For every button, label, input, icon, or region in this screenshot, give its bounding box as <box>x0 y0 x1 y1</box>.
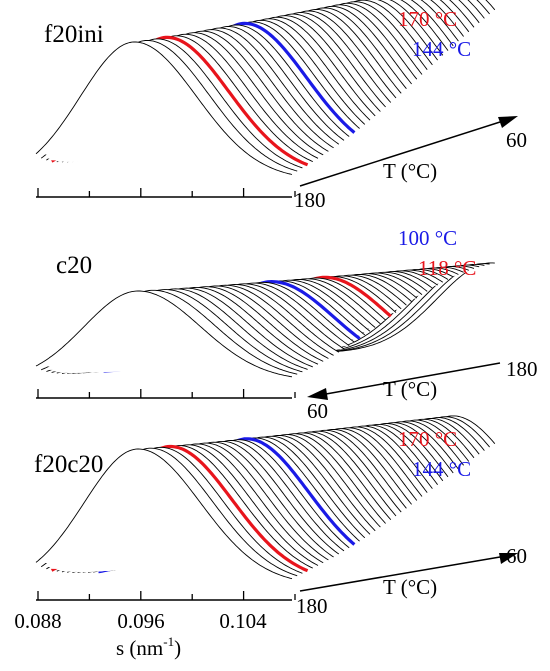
panel-f20c20: f20c20 170 °C 144 °C T (°C) 60 180 <box>34 415 527 618</box>
panel-c20: c20 100 °C 118 °C T (°C) 180 60 <box>35 226 538 423</box>
c20-highlight-label-0: 100 °C <box>398 226 457 250</box>
f20ini-highlight-label-0: 170 °C <box>398 7 457 31</box>
c20-t-end-label: 180 <box>506 357 538 381</box>
c20-arrow-head <box>307 388 328 400</box>
c20-t-start-label: 60 <box>307 399 328 423</box>
f20c20-t-start-label: 180 <box>296 594 328 618</box>
c20-temp-axis <box>325 362 501 395</box>
x-tick-label-0: 0.088 <box>14 609 61 633</box>
f20ini-axis-label: T (°C) <box>383 159 437 183</box>
c20-x-ticks <box>37 389 296 398</box>
f20ini-t-start-label: 180 <box>294 188 326 212</box>
f20c20-highlight-label-0: 170 °C <box>398 427 457 451</box>
x-tick-label-1: 0.096 <box>117 609 164 633</box>
f20c20-curves <box>35 415 496 580</box>
f20ini-temp-axis <box>299 121 501 187</box>
f20ini-x-ticks <box>37 188 296 197</box>
f20c20-arrow-head <box>499 553 518 564</box>
f20ini-arrow-head <box>498 116 518 128</box>
scattering-curve <box>35 448 293 580</box>
c20-axis-label: T (°C) <box>383 377 437 401</box>
f20ini-label: f20ini <box>44 21 104 48</box>
c20-label: c20 <box>56 252 92 279</box>
scattering-curve <box>35 41 293 175</box>
x-tick-label-2: 0.104 <box>219 609 267 633</box>
f20c20-temp-axis <box>299 556 501 592</box>
f20c20-axis-label: T (°C) <box>383 575 437 599</box>
f20c20-t-end-label: 60 <box>506 544 527 568</box>
f20c20-x-ticks <box>37 591 296 600</box>
x-axis-title: s (nm-1) <box>116 634 181 660</box>
c20-highlight-label-1: 118 °C <box>418 256 476 280</box>
scattering-curve <box>35 290 293 378</box>
f20ini-t-end-label: 60 <box>506 128 527 152</box>
f20ini-highlight-label-1: 144 °C <box>412 37 471 61</box>
f20c20-label: f20c20 <box>34 451 103 478</box>
f20c20-highlight-label-1: 144 °C <box>412 457 471 481</box>
c20-curves <box>35 262 495 378</box>
f20ini-curves <box>35 0 496 175</box>
panel-f20ini: f20ini 170 °C 144 °C T (°C) 60 180 <box>35 0 527 212</box>
